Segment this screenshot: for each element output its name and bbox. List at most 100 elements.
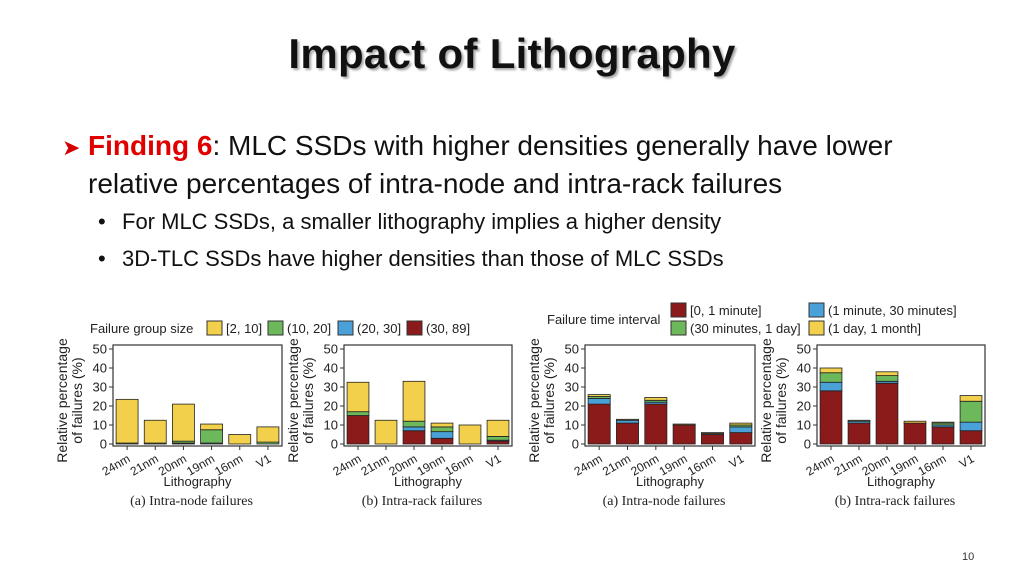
bar-segment: [486, 435, 510, 441]
bar-segment: [729, 422, 753, 426]
bar-segment: [701, 434, 724, 445]
legend-label: (1 minute, 30 minutes]: [828, 303, 957, 318]
bar-segment: [875, 371, 899, 376]
chart-caption: (b) Intra-rack failures: [362, 494, 482, 509]
bar-segment: [430, 426, 454, 433]
bar-segment: [587, 403, 611, 445]
y-tick-label: 10: [324, 418, 338, 433]
bar-segment: [875, 382, 899, 445]
y-tick-label: 30: [565, 380, 579, 395]
chart-caption: (a) Intra-node failures: [603, 494, 726, 509]
y-axis-label: Relative percentage: [526, 338, 542, 463]
bullet-dot-icon: •: [98, 209, 106, 234]
sub-bullet-text: 3D-TLC SSDs have higher densities than t…: [122, 246, 724, 271]
y-axis-label: of failures (%): [69, 357, 85, 443]
bar-segment: [959, 395, 983, 402]
finding-line-2: relative percentages of intra-node and i…: [88, 168, 783, 199]
bar-segment: [402, 426, 426, 432]
x-tick-label: V1: [957, 451, 977, 471]
y-tick-label: 40: [93, 361, 107, 376]
finding-line-1: ➤ Finding 6: MLC SSDs with higher densiti…: [62, 128, 992, 166]
finding-label: Finding 6: [88, 130, 213, 161]
legend-swatch: [670, 320, 687, 336]
y-axis-label: of failures (%): [300, 357, 316, 443]
bar-segment: [458, 424, 482, 445]
bar-segment: [701, 432, 724, 434]
x-tick-label: 21nm: [128, 451, 161, 478]
arrow-bullet-icon: ➤: [62, 135, 81, 160]
y-tick-label: 20: [324, 399, 338, 414]
plot-frame: [816, 344, 986, 447]
legend-label: (10, 20]: [287, 321, 331, 336]
bar-segment: [616, 418, 639, 421]
finding-paragraph: ➤ Finding 6: MLC SSDs with higher densiti…: [62, 128, 992, 202]
bar-segment: [644, 397, 668, 401]
bar-segment: [200, 423, 223, 431]
bar-segment: [374, 419, 398, 445]
bar-segment: [819, 367, 843, 374]
bar-segment: [402, 420, 426, 428]
bar-segment: [346, 415, 370, 445]
x-axis-label: Lithography: [164, 474, 232, 489]
bar-segment: [644, 403, 668, 445]
legend-label: [0, 1 minute]: [690, 303, 762, 318]
legend-swatch: [808, 302, 825, 318]
bar-segment: [430, 422, 454, 428]
legend-title: Failure time interval: [547, 312, 661, 327]
bar-segment: [819, 381, 843, 392]
bar-segment: [903, 420, 927, 424]
plot-frame: [584, 344, 756, 447]
bar-segment: [616, 419, 639, 424]
y-axis-label: Relative percentage: [758, 338, 774, 463]
y-tick-label: 30: [93, 380, 107, 395]
legend-title: Failure group size: [90, 321, 193, 336]
x-tick-label: 24nm: [572, 451, 605, 478]
y-tick-label: 20: [93, 399, 107, 414]
bullet-dot-icon: •: [98, 246, 106, 271]
y-tick-label: 20: [797, 399, 811, 414]
bar-segment: [672, 423, 696, 426]
y-tick-label: 40: [324, 361, 338, 376]
y-tick-label: 10: [93, 418, 107, 433]
y-tick-label: 0: [100, 437, 107, 452]
bar-segment: [486, 440, 510, 445]
chart-caption: (a) Intra-node failures: [130, 494, 253, 509]
legend-label: (20, 30]: [357, 321, 401, 336]
bar-segment: [847, 422, 871, 445]
legend-swatch: [337, 320, 354, 336]
bar-segment: [143, 419, 167, 444]
bar-segment: [903, 422, 927, 445]
bar-segment: [587, 397, 611, 405]
x-tick-label: 24nm: [100, 451, 133, 478]
bar-segment: [819, 372, 843, 383]
y-tick-label: 10: [565, 418, 579, 433]
bar-segment: [200, 429, 223, 444]
bar-segment: [959, 430, 983, 445]
y-tick-label: 10: [797, 418, 811, 433]
bar-segment: [819, 390, 843, 445]
chart-caption: (b) Intra-rack failures: [835, 494, 955, 509]
sub-bullet-2: • 3D-TLC SSDs have higher densities than …: [98, 240, 724, 277]
bar-segment: [256, 426, 280, 443]
y-tick-label: 0: [572, 437, 579, 452]
y-tick-label: 50: [93, 342, 107, 357]
bar-segment: [616, 422, 639, 445]
legend-swatch: [670, 302, 687, 318]
x-tick-label: 21nm: [600, 451, 633, 478]
bar-segment: [115, 398, 139, 444]
sub-bullet-1: • For MLC SSDs, a smaller lithography imp…: [98, 203, 724, 240]
bar-segment: [729, 432, 753, 445]
y-tick-label: 50: [797, 342, 811, 357]
legend-label: (30 minutes, 1 day]: [690, 321, 801, 336]
x-tick-label: V1: [727, 451, 747, 471]
legend-swatch: [808, 320, 825, 336]
x-axis-label: Lithography: [636, 474, 704, 489]
y-tick-label: 20: [565, 399, 579, 414]
bar-segment: [346, 381, 370, 413]
bar-segment: [931, 421, 955, 424]
bar-segment: [402, 380, 426, 422]
bar-segment: [847, 419, 871, 422]
x-tick-label: V1: [484, 451, 504, 471]
legend-swatch: [406, 320, 423, 336]
y-tick-label: 40: [797, 361, 811, 376]
